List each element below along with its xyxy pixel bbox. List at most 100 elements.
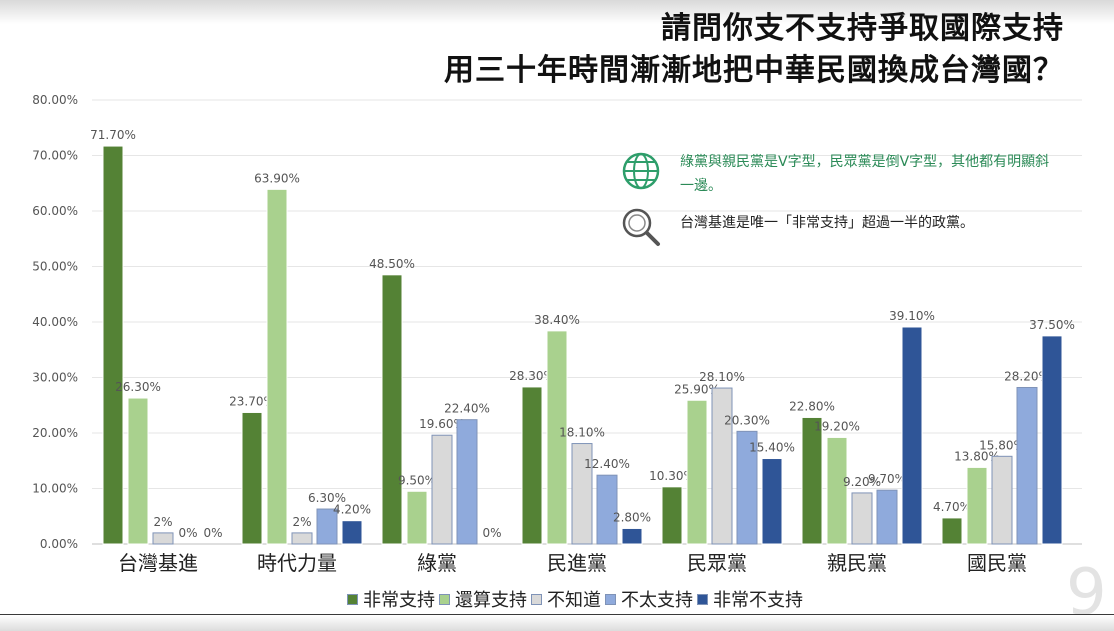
y-tick-label: 80.00%	[32, 93, 78, 107]
bar-4-5	[901, 326, 923, 545]
bar-3-5	[876, 489, 898, 545]
data-label: 19.20%	[814, 419, 860, 433]
category-label: 親民黨	[827, 551, 887, 575]
legend-label: 不太支持	[621, 590, 693, 611]
legend-swatch	[605, 593, 616, 605]
data-label: 38.40%	[534, 313, 580, 327]
data-label: 19.60%	[419, 417, 465, 431]
title-line-2: 用三十年時間漸漸地把中華民國換成台灣國？	[444, 53, 1064, 88]
globe-icon	[622, 152, 660, 190]
bar-0-6	[941, 517, 963, 545]
data-label: 12.40%	[584, 457, 630, 471]
legend-item: 不太支持	[605, 586, 693, 612]
data-label: 15.40%	[749, 441, 795, 455]
data-label: 4.70%	[933, 500, 971, 514]
data-label: 10.30%	[649, 469, 695, 483]
bar-1-0	[127, 397, 149, 545]
category-label: 時代力量	[257, 551, 337, 575]
data-label: 22.40%	[444, 402, 490, 416]
legend-label: 還算支持	[455, 590, 527, 611]
bar-4-3	[621, 527, 643, 545]
data-label: 23.70%	[229, 394, 275, 408]
note-dark-text: 台灣基進是唯一「非常支持」超過一半的政黨。	[680, 215, 974, 231]
data-label: 20.30%	[724, 413, 770, 427]
bar-2-2	[431, 434, 453, 545]
category-label: 民眾黨	[687, 551, 747, 575]
data-label: 2.80%	[613, 510, 651, 524]
legend-item: 非常支持	[347, 586, 435, 612]
data-label: 48.50%	[369, 257, 415, 271]
data-label: 6.30%	[308, 491, 346, 505]
category-label: 綠黨	[417, 551, 457, 575]
bar-2-4	[711, 387, 733, 545]
bar-4-1	[341, 520, 363, 545]
legend-label: 非常不支持	[713, 590, 803, 611]
data-label: 28.20%	[1004, 369, 1050, 383]
y-tick-label: 30.00%	[32, 371, 78, 385]
legend-label: 不知道	[547, 590, 601, 611]
category-label: 台灣基進	[118, 551, 198, 575]
bar-3-1	[316, 508, 338, 545]
bar-2-0	[152, 532, 174, 545]
bar-2-1	[291, 532, 313, 545]
data-label: 28.30%	[509, 369, 555, 383]
y-tick-label: 40.00%	[32, 315, 78, 329]
category-label: 國民黨	[967, 551, 1027, 575]
data-label: 25.90%	[674, 382, 720, 396]
bar-1-6	[966, 466, 988, 545]
data-label: 71.70%	[90, 128, 136, 142]
legend-item: 非常不支持	[697, 586, 803, 612]
bar-0-5	[801, 416, 823, 545]
data-label: 2%	[292, 515, 311, 529]
data-label: 63.90%	[254, 171, 300, 185]
chart-title: 請問你支不支持爭取國際支持 用三十年時間漸漸地把中華民國換成台灣國？	[444, 8, 1064, 92]
data-label: 18.10%	[559, 426, 605, 440]
bar-3-6	[1016, 386, 1038, 545]
data-label: 9.20%	[843, 475, 881, 489]
bar-4-6	[1041, 335, 1063, 545]
legend-swatch	[347, 593, 358, 605]
bar-3-4	[736, 430, 758, 545]
bar-1-3	[546, 330, 568, 545]
bar-1-4	[686, 399, 708, 545]
bar-4-4	[761, 458, 783, 545]
y-tick-label: 50.00%	[32, 260, 78, 274]
legend-item: 還算支持	[439, 586, 527, 612]
note-green-text: 綠黨與親民黨是V字型，民眾黨是倒V字型，其他都有明顯斜一邊。	[680, 154, 1050, 194]
legend-swatch	[531, 593, 542, 605]
data-label: 9.70%	[868, 472, 906, 486]
chart-legend: 非常支持 還算支持 不知道 不太支持 非常不支持	[0, 586, 1114, 612]
data-label: 2%	[153, 515, 172, 529]
y-tick-label: 10.00%	[32, 482, 78, 496]
data-label: 39.10%	[889, 309, 935, 323]
legend-swatch	[697, 593, 708, 605]
data-label: 0%	[178, 526, 197, 540]
top-gradient-band	[0, 0, 1114, 24]
data-label: 15.80%	[979, 438, 1025, 452]
bar-2-6	[991, 455, 1013, 545]
legend-label: 非常支持	[363, 590, 435, 611]
data-label: 26.30%	[115, 380, 161, 394]
bar-3-2	[456, 419, 478, 545]
bar-0-1	[241, 411, 263, 545]
bar-2-3	[571, 443, 593, 545]
data-label: 37.50%	[1029, 318, 1075, 332]
bar-1-5	[826, 436, 848, 545]
data-label: 0%	[482, 526, 501, 540]
bottom-rule	[0, 614, 1114, 631]
bar-2-5	[851, 492, 873, 545]
bar-3-3	[596, 474, 618, 545]
bar-1-2	[406, 490, 428, 545]
y-tick-label: 20.00%	[32, 426, 78, 440]
bar-0-2	[381, 274, 403, 545]
y-tick-label: 60.00%	[32, 204, 78, 218]
bar-0-3	[521, 386, 543, 545]
data-label: 22.80%	[789, 399, 835, 413]
y-tick-label: 0.00%	[40, 537, 78, 551]
bar-0-4	[661, 486, 683, 545]
data-label: 13.80%	[954, 449, 1000, 463]
y-tick-label: 70.00%	[32, 149, 78, 163]
bar-1-1	[266, 188, 288, 545]
legend-item: 不知道	[531, 586, 601, 612]
data-label: 9.50%	[398, 473, 436, 487]
